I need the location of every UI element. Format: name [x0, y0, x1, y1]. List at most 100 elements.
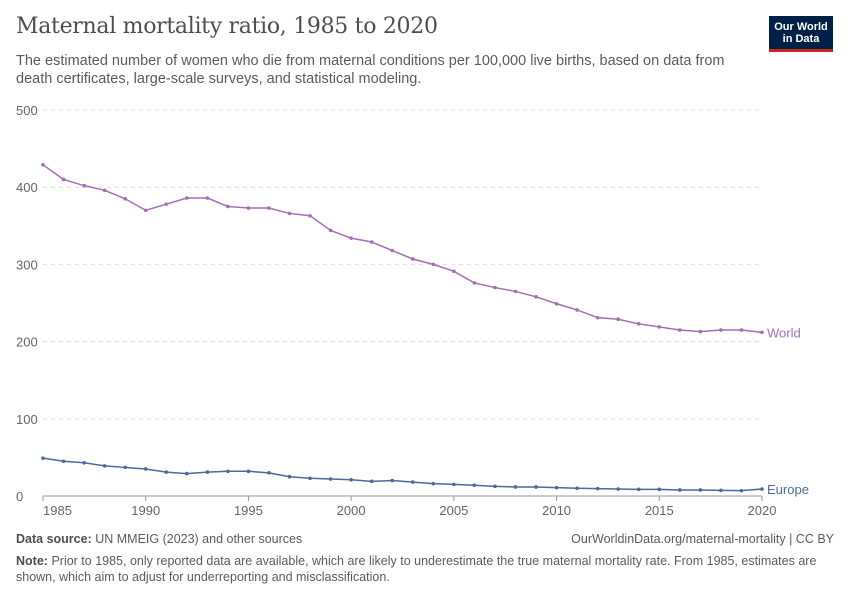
data-point-europe	[369, 479, 374, 484]
data-point-europe	[678, 488, 682, 492]
data-point-europe	[657, 487, 662, 492]
data-point-world	[657, 325, 662, 329]
data-point-world	[719, 328, 723, 332]
data-point-world	[185, 196, 189, 200]
data-point-world	[41, 163, 45, 167]
y-tick-label: 0	[16, 489, 23, 504]
data-point-europe	[739, 488, 744, 493]
source-label: Data source:	[16, 532, 92, 546]
x-tick-label: 2020	[748, 503, 777, 518]
data-point-europe	[246, 469, 251, 474]
data-point-world	[493, 285, 497, 290]
data-point-europe	[328, 477, 333, 481]
data-point-world	[431, 262, 436, 267]
data-point-europe	[390, 478, 395, 483]
series-label-world: World	[767, 325, 801, 340]
data-point-europe	[760, 487, 764, 491]
data-point-europe	[143, 467, 148, 471]
data-point-europe	[349, 477, 353, 482]
data-point-world	[267, 206, 271, 210]
chart-subtitle: The estimated number of women who die fr…	[16, 53, 725, 87]
data-point-europe	[534, 485, 538, 489]
owid-logo[interactable]: Our World in Data	[769, 16, 833, 52]
data-point-world	[143, 208, 148, 213]
data-point-world	[616, 317, 620, 322]
data-point-europe	[185, 471, 189, 476]
y-tick-label: 500	[16, 103, 38, 118]
data-point-europe	[616, 487, 620, 491]
data-point-world	[369, 240, 374, 244]
data-point-world	[102, 188, 107, 193]
y-tick-label: 100	[16, 412, 38, 427]
note-text: Prior to 1985, only reported data are av…	[16, 554, 817, 584]
data-point-europe	[226, 469, 230, 474]
data-point-europe	[452, 482, 456, 487]
data-point-europe	[41, 456, 45, 460]
data-point-world	[349, 236, 353, 240]
data-point-europe	[431, 481, 436, 486]
data-point-world	[575, 308, 579, 312]
data-point-world	[410, 257, 415, 261]
x-tick-label: 2015	[645, 503, 674, 518]
data-point-europe	[102, 464, 107, 468]
data-point-world	[226, 204, 230, 209]
data-point-world	[61, 177, 66, 182]
data-point-world	[595, 315, 600, 320]
data-point-world	[328, 228, 333, 233]
data-point-europe	[554, 485, 559, 490]
y-tick-label: 300	[16, 257, 38, 272]
data-point-world	[123, 196, 127, 201]
note: Note: Prior to 1985, only reported data …	[16, 553, 836, 585]
data-point-world	[164, 202, 169, 206]
data-point-europe	[698, 488, 703, 492]
series-label-europe: Europe	[767, 482, 809, 497]
data-point-europe	[410, 480, 415, 484]
source-text: UN MMEIG (2023) and other sources	[95, 532, 303, 546]
note-label: Note:	[16, 554, 48, 568]
data-source: Data source: UN MMEIG (2023) and other s…	[16, 532, 302, 546]
x-tick-label: 2010	[542, 503, 571, 518]
chart-title: Maternal mortality ratio, 1985 to 2020	[16, 14, 438, 39]
data-point-world	[390, 248, 395, 253]
data-point-europe	[308, 476, 312, 481]
data-point-world	[513, 289, 518, 294]
data-point-world	[554, 301, 559, 306]
series-line-world	[42, 164, 763, 334]
x-tick-label: 1985	[43, 503, 72, 518]
x-tick-label: 2000	[337, 503, 366, 518]
y-tick-label: 200	[16, 335, 38, 350]
data-point-europe	[164, 470, 169, 474]
data-point-world	[698, 329, 703, 334]
data-point-europe	[719, 488, 723, 493]
data-point-europe	[595, 486, 600, 491]
data-point-europe	[205, 470, 210, 474]
data-point-world	[246, 206, 251, 210]
x-tick-label: 1995	[234, 503, 263, 518]
series-line-europe	[42, 457, 763, 492]
data-point-europe	[82, 461, 86, 465]
data-point-world	[472, 281, 477, 285]
x-tick-label: 2005	[439, 503, 468, 518]
data-point-world	[308, 213, 312, 218]
data-point-europe	[267, 471, 271, 475]
data-point-europe	[123, 465, 127, 470]
data-point-europe	[61, 459, 66, 464]
source-url[interactable]: OurWorldinData.org/maternal-mortality | …	[571, 532, 834, 546]
data-point-world	[534, 295, 538, 299]
data-point-europe	[493, 484, 497, 489]
data-point-europe	[472, 483, 477, 487]
data-point-world	[452, 269, 456, 274]
data-point-world	[760, 330, 764, 335]
data-point-world	[82, 183, 86, 188]
y-tick-label: 400	[16, 180, 38, 195]
data-point-europe	[636, 487, 641, 492]
data-point-world	[205, 196, 210, 200]
data-point-world	[739, 328, 744, 332]
data-point-europe	[575, 486, 579, 491]
data-point-world	[287, 211, 292, 216]
data-point-world	[678, 328, 682, 332]
x-tick-label: 1990	[131, 503, 160, 518]
data-point-europe	[287, 474, 292, 479]
data-point-world	[636, 322, 641, 326]
